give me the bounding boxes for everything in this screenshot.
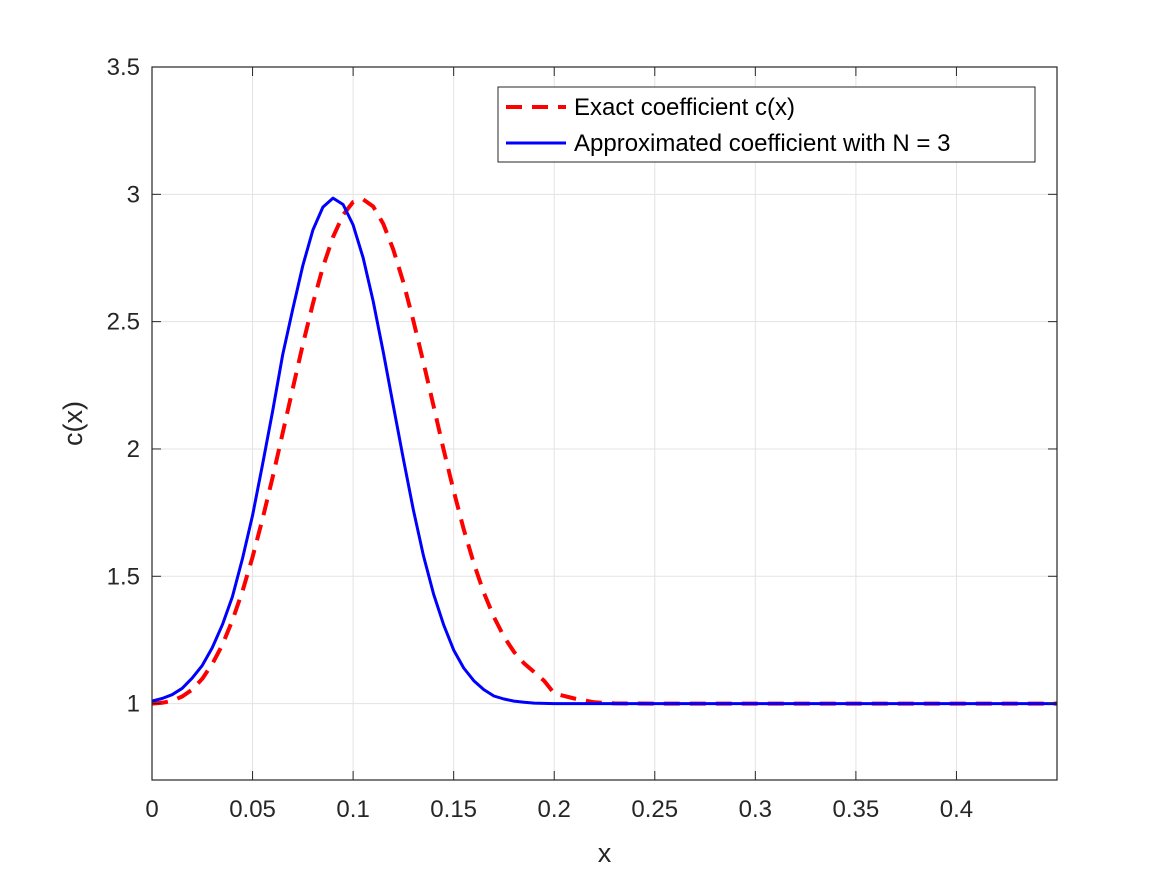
legend-label-approximated: Approximated coefficient with N = 3 <box>574 130 950 157</box>
grid <box>152 67 1057 780</box>
y-axis-label: c(x) <box>58 401 88 446</box>
series-exact-line <box>151 197 1057 706</box>
legend-label-exact: Exact coefficient c(x) <box>574 94 795 121</box>
y-tick-label: 2 <box>127 436 140 463</box>
x-tick-label: 0.15 <box>430 796 477 823</box>
y-tick-label: 2.5 <box>107 309 140 336</box>
series-approximated-line <box>151 196 1057 706</box>
y-tick-label: 1 <box>127 691 140 718</box>
ticks: 0 0.05 0.1 0.15 0.2 0.25 0.3 0.35 0.4 1 1.5 2 2.5 3 3.… <box>107 54 1057 823</box>
x-tick-label: 0.05 <box>229 796 276 823</box>
x-tick-label: 0 <box>145 796 158 823</box>
x-tick-label: 0.4 <box>940 796 973 823</box>
legend-box <box>497 86 1036 163</box>
series-layer <box>151 196 1057 706</box>
x-tick-label: 0.25 <box>631 796 678 823</box>
x-tick-label: 0.3 <box>739 796 772 823</box>
x-axis-label: x <box>598 838 612 868</box>
y-tick-label: 3.5 <box>107 54 140 81</box>
legend: Exact coefficient c(x) Approximated coef… <box>497 86 1036 163</box>
y-tick-label: 1.5 <box>107 563 140 590</box>
y-tick-label: 3 <box>127 181 140 208</box>
x-tick-label: 0.35 <box>833 796 880 823</box>
x-tick-label: 0.2 <box>538 796 571 823</box>
axes-frame <box>151 66 1058 781</box>
x-tick-label: 0.1 <box>336 796 369 823</box>
